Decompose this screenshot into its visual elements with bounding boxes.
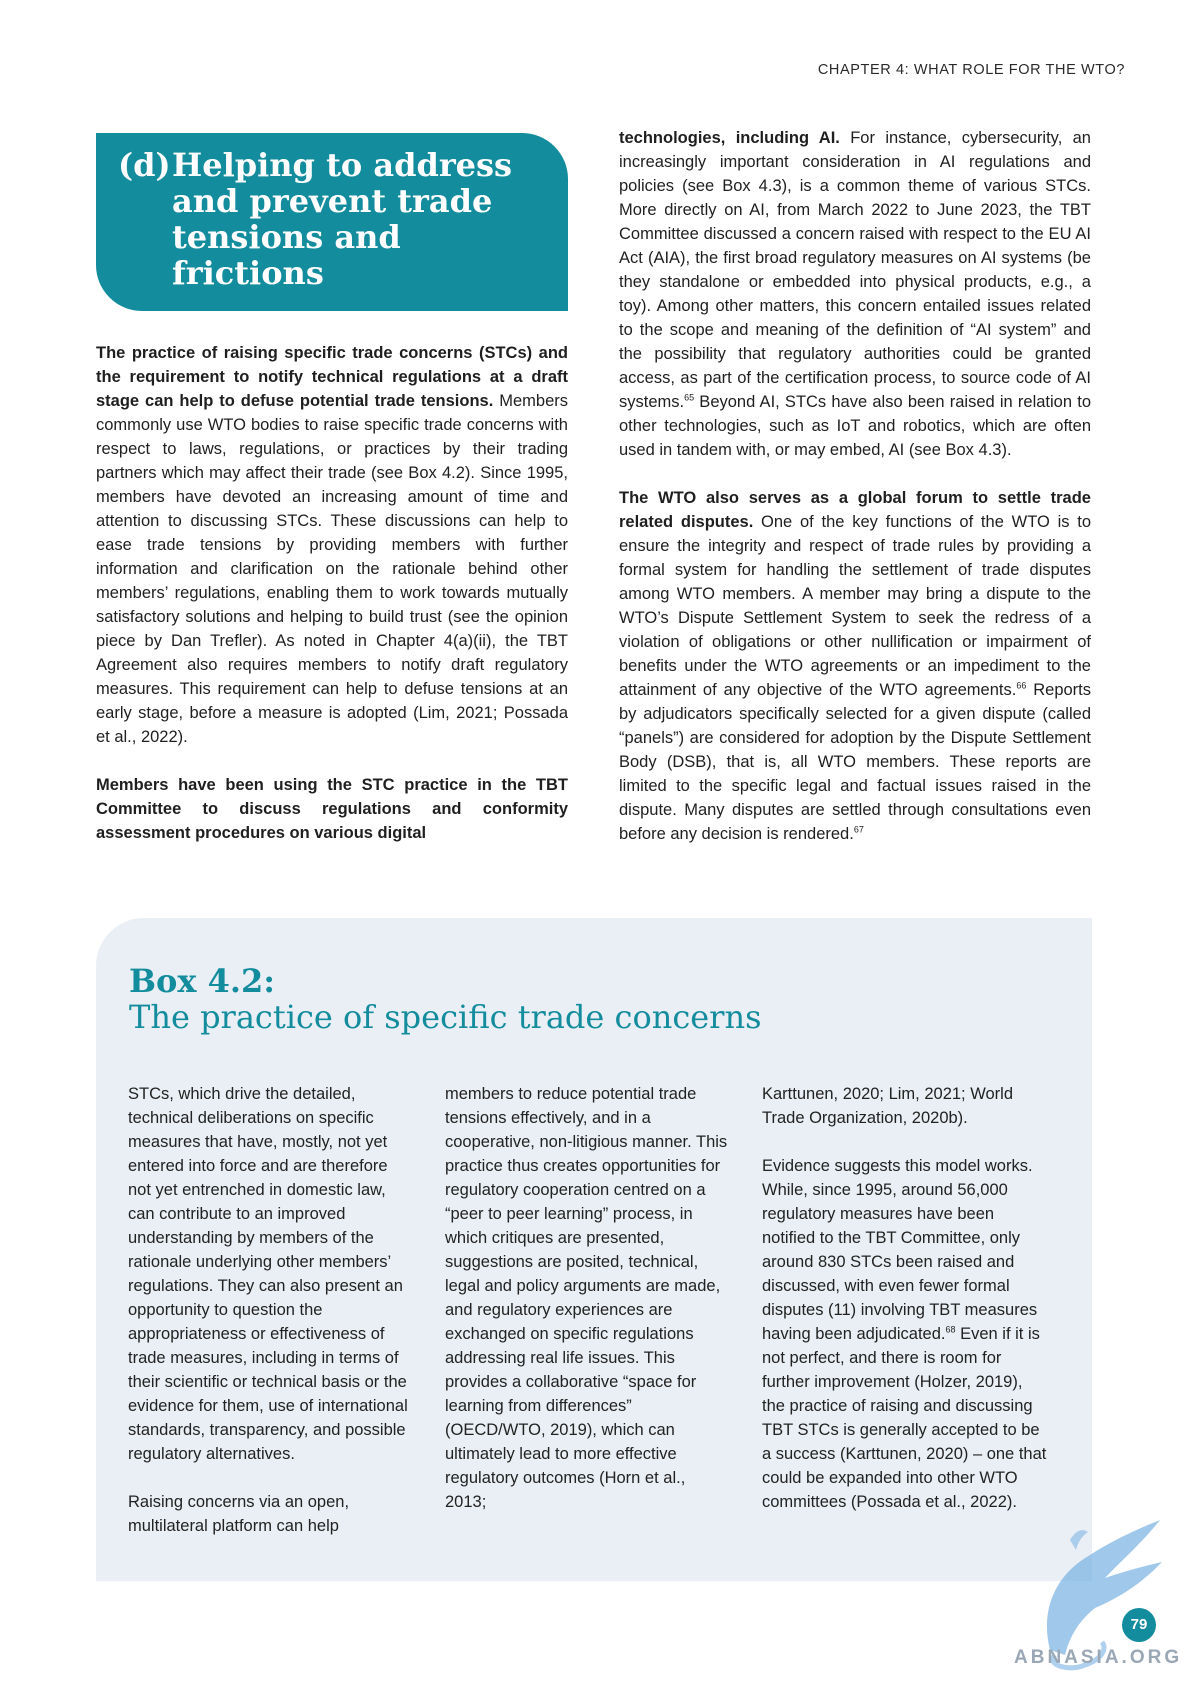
section-heading-banner: (d) Helping to address and prevent trade… (96, 133, 568, 311)
box-column-3: Karttunen, 2020; Lim, 2021; World Trade … (762, 1082, 1047, 1538)
watermark-text: ABNASIA.ORG (1014, 1647, 1182, 1669)
paragraph-body: Members commonly use WTO bodies to raise… (96, 392, 568, 746)
chapter-header: CHAPTER 4: WHAT ROLE FOR THE WTO? (818, 62, 1125, 78)
paragraph: technologies, including AI. For instance… (619, 126, 1091, 462)
box-paragraph: Evidence suggests this model works. Whil… (762, 1154, 1047, 1514)
footnote-ref[interactable]: 68 (945, 1325, 955, 1335)
box-column-2: members to reduce potential trade tensio… (445, 1082, 730, 1538)
right-column: technologies, including AI. For instance… (619, 126, 1091, 870)
footnote-ref[interactable]: 65 (684, 393, 694, 403)
paragraph: Members have been using the STC practice… (96, 773, 568, 845)
paragraph-body: Reports by adjudicators specifically sel… (619, 681, 1091, 843)
box-label: Box 4.2: (129, 963, 762, 999)
paragraph: The practice of raising specific trade c… (96, 341, 568, 749)
box-column-1: STCs, which drive the detailed, technica… (128, 1082, 413, 1562)
section-title-text: Helping to address and prevent trade ten… (172, 147, 548, 291)
footnote-ref[interactable]: 66 (1016, 681, 1026, 691)
paragraph: The WTO also serves as a global forum to… (619, 486, 1091, 846)
box-4-2: Box 4.2: The practice of specific trade … (96, 918, 1092, 1581)
box-text: Evidence suggests this model works. Whil… (762, 1157, 1037, 1343)
box-paragraph: STCs, which drive the detailed, technica… (128, 1082, 413, 1466)
left-column: The practice of raising specific trade c… (96, 341, 568, 869)
footnote-ref[interactable]: 67 (854, 825, 864, 835)
box-paragraph: Karttunen, 2020; Lim, 2021; World Trade … (762, 1082, 1047, 1130)
paragraph-lead: technologies, including AI. (619, 129, 840, 147)
box-paragraph: Raising concerns via an open, multilater… (128, 1490, 413, 1538)
box-subtitle: The practice of specific trade concerns (129, 999, 762, 1035)
box-paragraph: members to reduce potential trade tensio… (445, 1082, 730, 1514)
section-title: (d) Helping to address and prevent trade… (118, 147, 548, 291)
paragraph-body: One of the key functions of the WTO is t… (619, 513, 1091, 699)
box-title: Box 4.2: The practice of specific trade … (129, 963, 762, 1035)
box-text: Even if it is not perfect, and there is … (762, 1325, 1046, 1511)
page-number: 79 (1122, 1608, 1156, 1642)
paragraph-body: For instance, cybersecurity, an increasi… (619, 129, 1091, 411)
paragraph-lead: Members have been using the STC practice… (96, 776, 568, 842)
section-letter: (d) (118, 147, 172, 291)
